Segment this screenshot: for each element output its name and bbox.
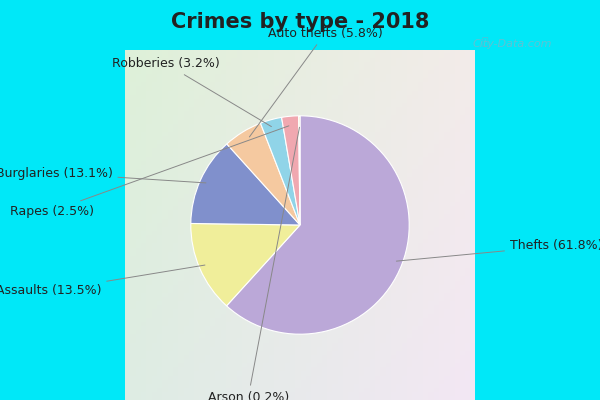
Wedge shape	[260, 117, 300, 225]
Text: Crimes by type - 2018: Crimes by type - 2018	[171, 12, 429, 32]
Wedge shape	[281, 116, 300, 225]
Text: Rapes (2.5%): Rapes (2.5%)	[10, 126, 289, 218]
Text: Burglaries (13.1%): Burglaries (13.1%)	[0, 167, 206, 183]
Wedge shape	[191, 224, 300, 306]
Text: ⓘ: ⓘ	[482, 37, 488, 47]
Text: Arson (0.2%): Arson (0.2%)	[208, 127, 299, 400]
Wedge shape	[227, 116, 409, 334]
Text: Robberies (3.2%): Robberies (3.2%)	[112, 58, 271, 126]
Wedge shape	[299, 116, 300, 225]
Text: Auto thefts (5.8%): Auto thefts (5.8%)	[250, 27, 383, 137]
Text: City-Data.com: City-Data.com	[473, 39, 552, 49]
Wedge shape	[227, 123, 300, 225]
Wedge shape	[191, 144, 300, 225]
Text: Assaults (13.5%): Assaults (13.5%)	[0, 265, 205, 297]
Text: Thefts (61.8%): Thefts (61.8%)	[397, 240, 600, 261]
